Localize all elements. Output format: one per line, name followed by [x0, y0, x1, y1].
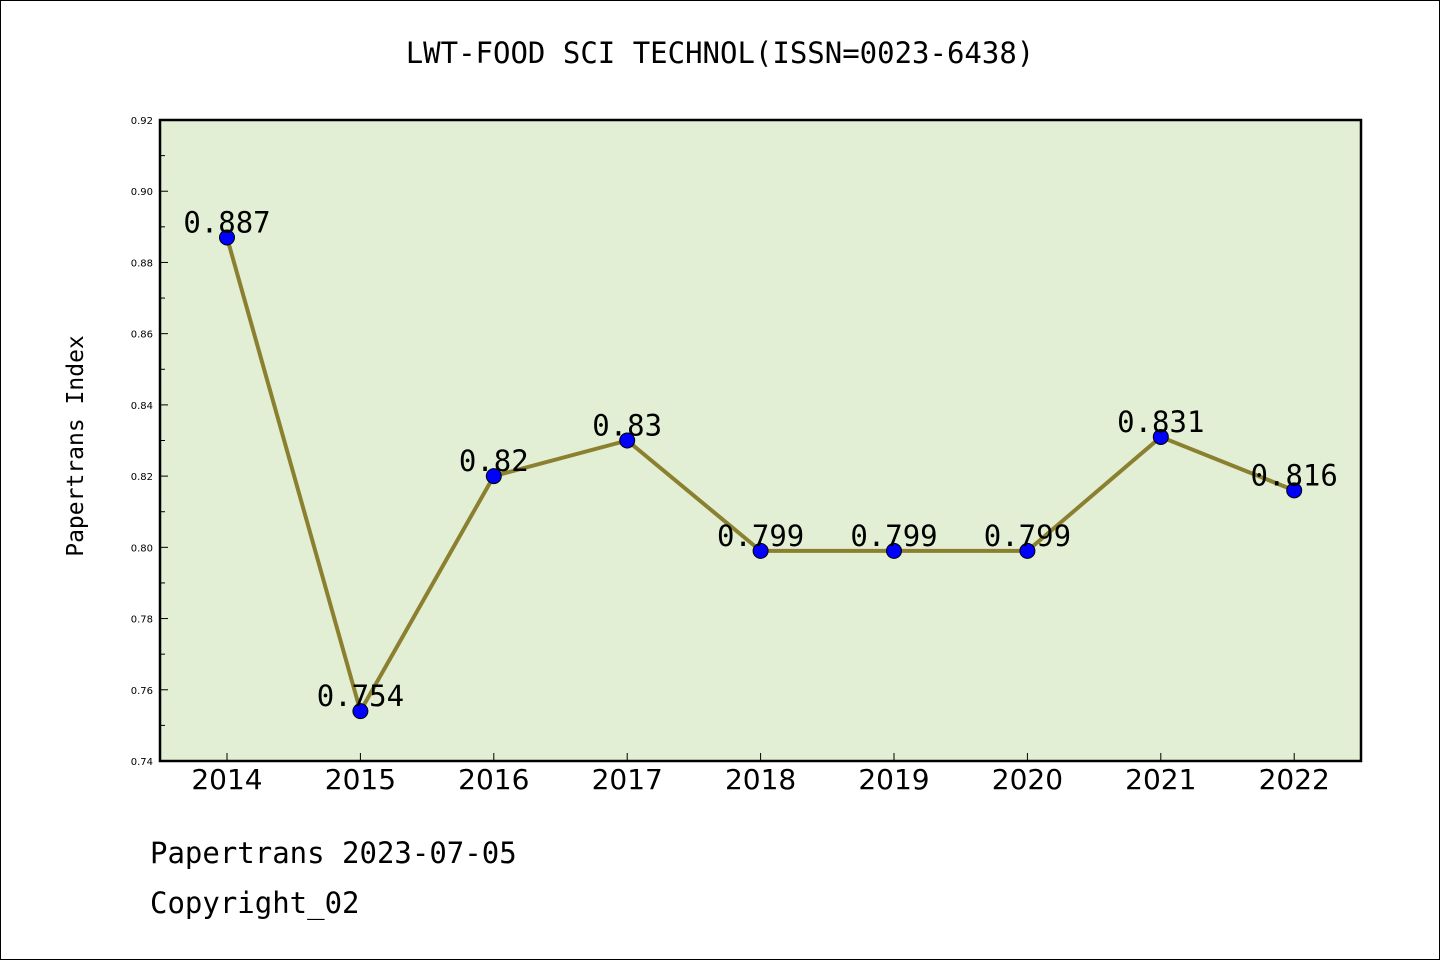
y-tick-label: 0.74 [131, 757, 153, 768]
y-tick-label: 0.84 [131, 401, 153, 412]
data-label: 0.799 [984, 519, 1071, 553]
data-label: 0.82 [459, 444, 529, 478]
y-tick-label: 0.80 [131, 543, 153, 554]
plot-area [158, 118, 1363, 763]
data-point [1019, 542, 1036, 559]
data-point [1152, 428, 1169, 445]
x-tick-label: 2019 [858, 763, 929, 796]
footer-copyright: Copyright_02 [150, 886, 360, 920]
x-axis-ticks: 2014 2015 2016 2017 2018 2019 2020 2021 2022 [191, 753, 1330, 796]
data-label: 0.799 [717, 519, 804, 553]
x-tick-label: 2022 [1259, 763, 1330, 796]
y-axis-ticks: 0.74 0.76 0.78 0.80 0.82 0.84 0.86 0.88 0.90 0.92 [131, 116, 168, 768]
series-group [219, 229, 1303, 720]
data-point [1286, 482, 1303, 499]
x-tick-label: 2021 [1125, 763, 1196, 796]
data-label: 0.754 [317, 679, 404, 713]
x-tick-label: 2015 [325, 763, 396, 796]
data-labels: 0.887 0.754 0.82 0.83 0.799 0.799 0.799 0.831 0.… [183, 206, 1338, 714]
y-tick-label: 0.78 [131, 615, 153, 626]
data-label: 0.799 [850, 519, 937, 553]
y-tick-label: 0.82 [131, 472, 153, 483]
data-label: 0.83 [592, 409, 662, 443]
x-tick-label: 2014 [191, 763, 262, 796]
data-point [619, 432, 636, 449]
y-tick-label: 0.86 [131, 330, 153, 341]
x-tick-label: 2020 [992, 763, 1063, 796]
y-tick-label: 0.90 [131, 187, 153, 198]
data-point [752, 542, 769, 559]
x-tick-label: 2018 [725, 763, 796, 796]
footer-source: Papertrans 2023-07-05 [150, 836, 517, 870]
data-point [485, 468, 502, 485]
x-tick-label: 2016 [458, 763, 529, 796]
y-tick-label: 0.76 [131, 686, 153, 697]
y-tick-label: 0.92 [131, 116, 153, 127]
x-tick-label: 2017 [592, 763, 663, 796]
y-tick-label: 0.88 [131, 258, 153, 269]
data-point [219, 229, 235, 246]
data-point [886, 542, 902, 559]
chart-title: LWT-FOOD SCI TECHNOL(ISSN=0023-6438) [405, 36, 1035, 70]
data-label: 0.831 [1117, 405, 1204, 439]
data-label: 0.887 [183, 206, 270, 240]
data-label: 0.816 [1251, 458, 1338, 492]
data-point [352, 703, 369, 720]
